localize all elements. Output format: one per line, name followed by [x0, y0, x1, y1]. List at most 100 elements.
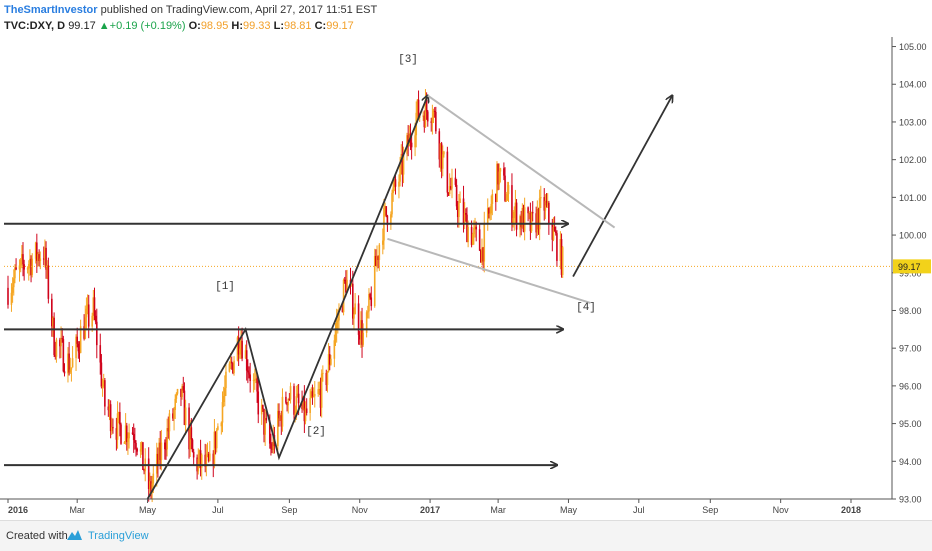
candle-body [214, 431, 217, 449]
candle-body [531, 212, 534, 214]
high-label: H: [231, 20, 244, 32]
candle-body [370, 297, 373, 307]
elliott-wave-path [146, 96, 428, 500]
candle-body [459, 198, 461, 203]
candle-body [489, 213, 491, 215]
candle-body [552, 226, 555, 240]
candle-body [559, 239, 562, 261]
candle-body [166, 428, 168, 450]
candle-body [70, 367, 73, 370]
candle-body [107, 406, 110, 411]
candle-body [294, 413, 296, 415]
price-chart[interactable]: [1] [2] [3] [4] 105.00 104.00 103.00 102.00 101… [0, 37, 932, 520]
candle-body [454, 177, 457, 185]
candle-body [522, 207, 525, 232]
candle-body [11, 287, 14, 293]
candle-body [93, 297, 96, 316]
candle-body [10, 292, 13, 305]
candle-body [471, 234, 474, 245]
candle-body [233, 360, 235, 374]
candle-body [303, 396, 306, 422]
tradingview-logo-icon[interactable] [66, 528, 83, 542]
candle-body [488, 208, 490, 214]
symbol-label[interactable]: TVC:DXY, D [4, 20, 66, 32]
candle-body [116, 413, 119, 440]
candle-body [435, 111, 437, 132]
candle-body [365, 312, 368, 333]
candle-body [513, 211, 516, 219]
candle-body [87, 304, 90, 327]
candle-body [357, 303, 360, 335]
time-axis[interactable]: 2016 Mar May Jul Sep Nov 2017 Mar May Jul Sep Nov 20… [0, 498, 892, 515]
candle-body [465, 213, 467, 215]
candle-body [230, 361, 233, 364]
projected-wave-arrow [572, 96, 672, 277]
candle-body [7, 287, 9, 305]
candle-body [270, 443, 272, 449]
x-tick-label: Nov [352, 505, 369, 515]
candle-body [51, 298, 53, 327]
candle-body [213, 431, 216, 465]
candle-body [241, 340, 243, 359]
candle-body [376, 256, 378, 266]
candle-body [319, 389, 322, 408]
candle-body [29, 258, 31, 265]
candle-body [277, 410, 279, 447]
candle-body [31, 258, 34, 275]
candle-body [94, 315, 97, 322]
candle-body [310, 391, 313, 398]
candle-body [42, 258, 45, 260]
candle-body [173, 410, 175, 419]
candle-body [15, 267, 17, 270]
candle-body [183, 390, 186, 425]
candle-body [325, 372, 328, 386]
tradingview-link[interactable]: TradingView [88, 530, 149, 542]
candle-body [335, 320, 338, 331]
open-label: O: [188, 20, 201, 32]
candle-body [334, 330, 337, 341]
candle-body [78, 351, 81, 353]
author-link[interactable]: TheSmartInvestor [4, 4, 98, 16]
candle-body [59, 339, 61, 347]
created-with-text: Created with [6, 530, 68, 542]
candle-body [367, 311, 369, 313]
candle-body [560, 239, 563, 275]
candle-body [14, 267, 16, 279]
channel-lower-line [387, 237, 591, 304]
candle-body [232, 363, 234, 374]
candle-body [23, 264, 25, 270]
x-tick-label: Mar [490, 505, 506, 515]
candle-body [369, 294, 371, 298]
candle-body [496, 163, 498, 202]
candle-body [467, 227, 469, 243]
candle-body [301, 403, 303, 410]
candle-body [520, 216, 522, 228]
candle-body [225, 371, 227, 389]
candle-body [26, 268, 29, 270]
candle-body [288, 399, 291, 401]
candle-body [108, 404, 111, 411]
candle-body [311, 391, 314, 397]
candle-body [257, 391, 260, 415]
candle-body [244, 350, 247, 359]
candle-body [491, 193, 494, 204]
candle-body [295, 396, 298, 414]
candle-body [486, 208, 489, 224]
candles-layer [4, 89, 892, 503]
price-axis[interactable]: 105.00104.00103.00102.00101.00100.0099.0… [891, 37, 931, 505]
candle-body [514, 202, 517, 212]
candle-body [55, 339, 58, 357]
candle-body [192, 451, 195, 458]
x-tick-label: Nov [773, 505, 790, 515]
candle-body [131, 432, 134, 435]
candle-body [200, 454, 203, 468]
candle-body [527, 207, 529, 214]
candle-body [353, 314, 355, 319]
candle-body [511, 185, 513, 223]
footer: Created with TradingView [0, 520, 932, 551]
last-price: 99.17 [68, 20, 96, 32]
candle-body [350, 283, 353, 285]
y-tick-label: 104.00 [899, 80, 927, 90]
candle-body [160, 442, 163, 461]
candle-body [548, 202, 550, 224]
